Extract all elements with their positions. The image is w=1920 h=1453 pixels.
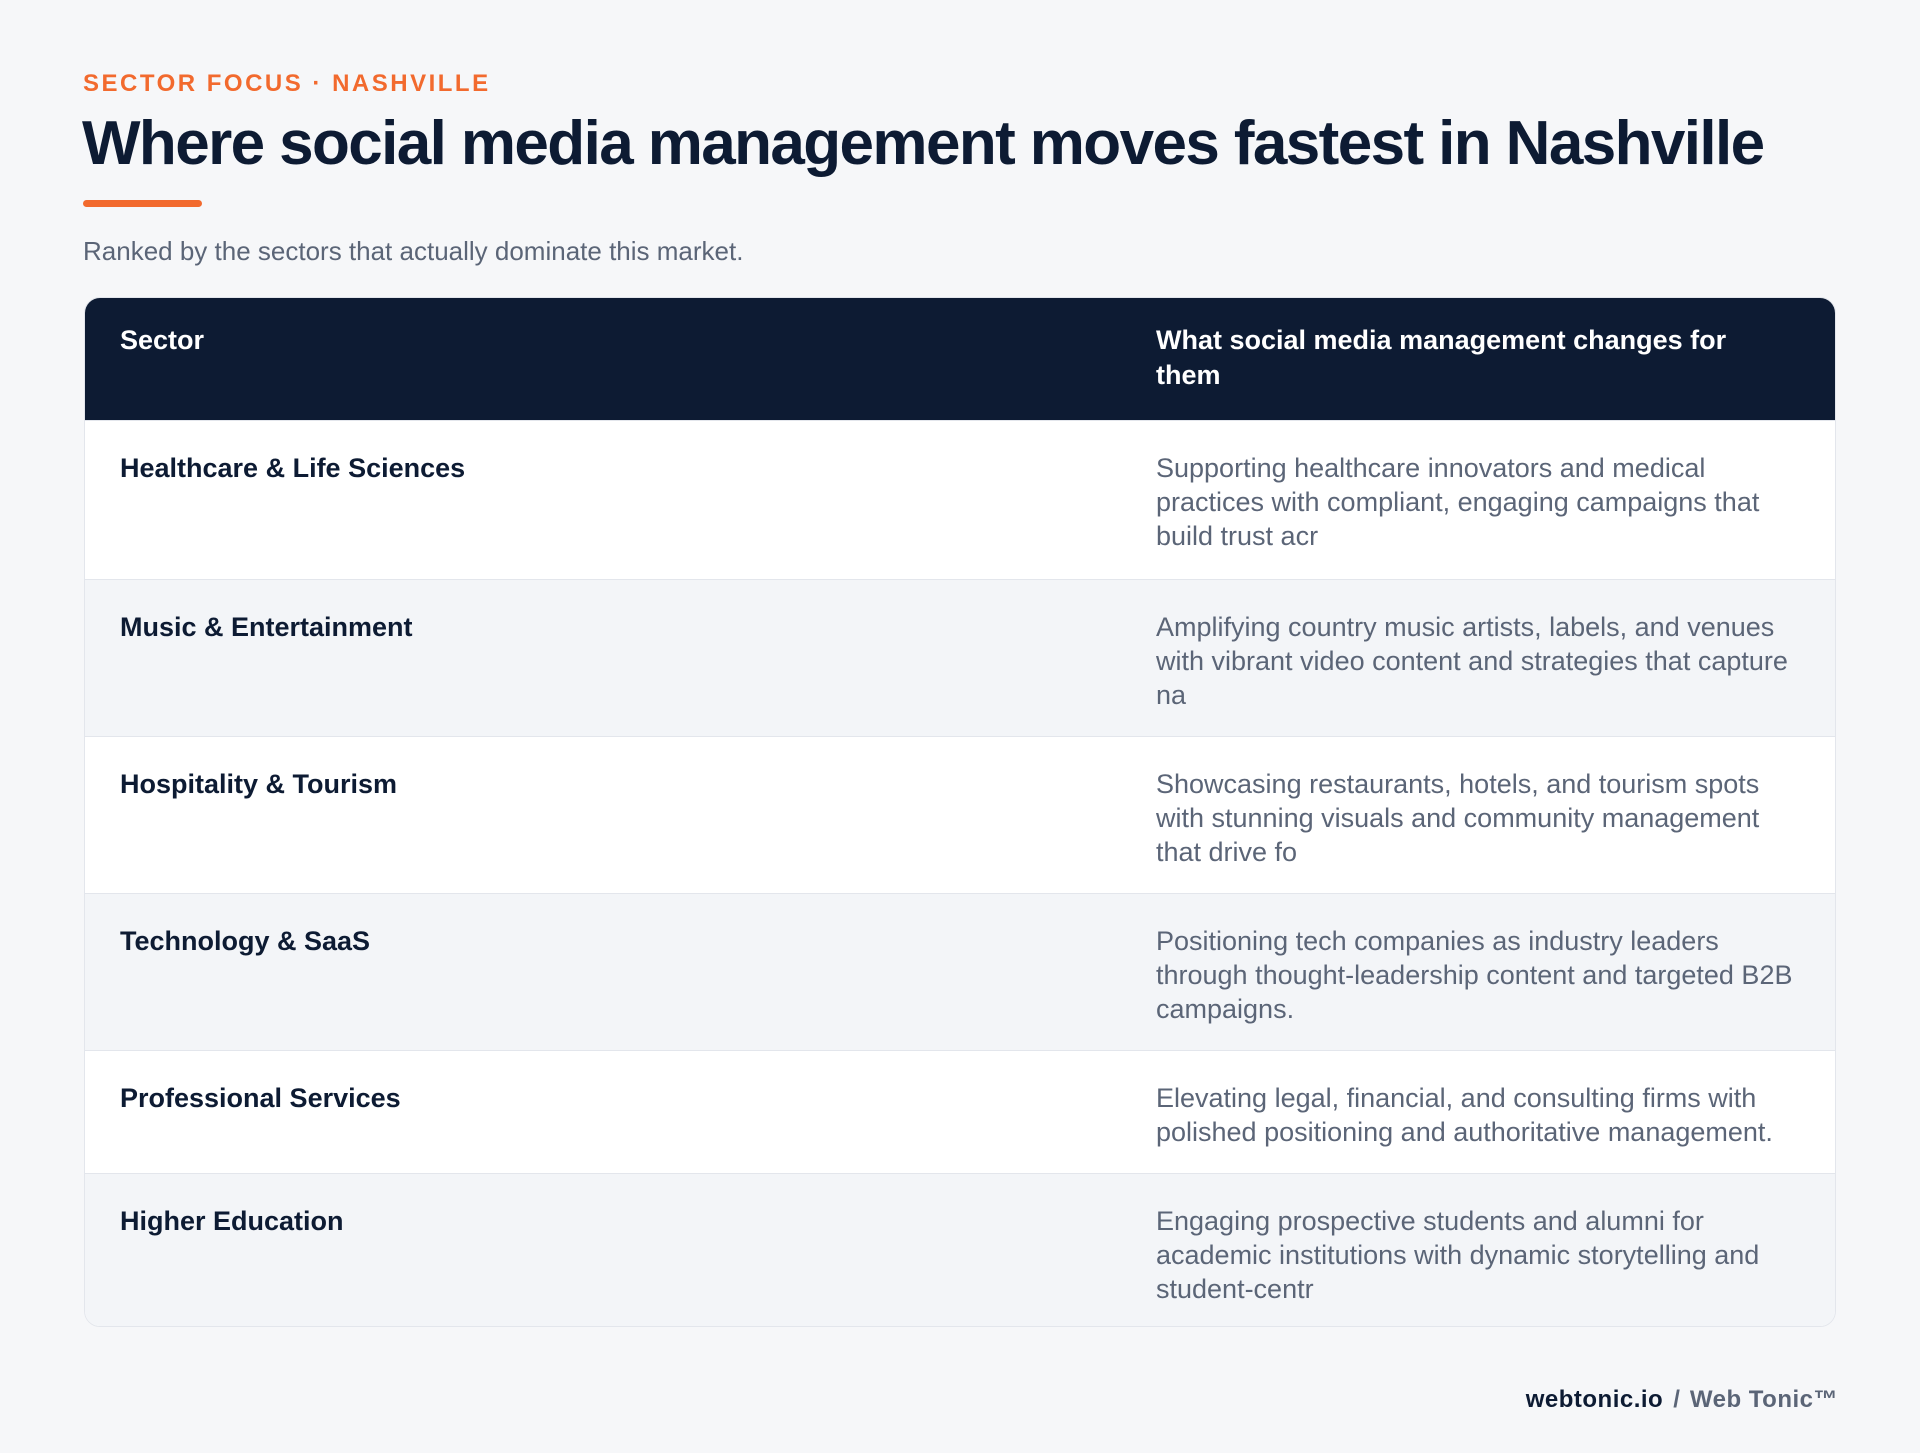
footer-credit: webtonic.io / Web Tonic™ <box>1526 1386 1838 1414</box>
table-row: Technology & SaaS Positioning tech compa… <box>85 893 1835 1050</box>
row-description: Showcasing restaurants, hotels, and tour… <box>1156 769 1760 867</box>
page-title: Where social media management moves fast… <box>82 109 1765 178</box>
table-header: Sector What social media management chan… <box>85 298 1835 420</box>
footer-brand: Web Tonic™ <box>1689 1386 1838 1413</box>
sector-table: Sector What social media management chan… <box>84 297 1836 1327</box>
row-sector: Healthcare & Life Sciences <box>120 453 466 483</box>
footer-domain: webtonic.io <box>1525 1386 1664 1413</box>
row-description: Positioning tech companies as industry l… <box>1156 926 1793 1024</box>
row-description: Amplifying country music artists, labels… <box>1156 612 1788 710</box>
row-sector: Hospitality & Tourism <box>120 769 398 799</box>
footer-separator: / <box>1673 1386 1680 1413</box>
row-sector: Higher Education <box>120 1206 344 1236</box>
row-description: Elevating legal, financial, and consulti… <box>1156 1083 1773 1147</box>
table-row: Professional Services Elevating legal, f… <box>85 1050 1835 1173</box>
row-description: Engaging prospective students and alumni… <box>1156 1206 1760 1304</box>
row-sector: Technology & SaaS <box>120 926 371 956</box>
row-sector: Music & Entertainment <box>120 612 413 642</box>
title-accent-bar <box>83 200 202 207</box>
column-header-changes: What social media management changes for… <box>1156 325 1727 390</box>
page-subtitle: Ranked by the sectors that actually domi… <box>83 236 744 266</box>
row-sector: Professional Services <box>120 1083 401 1113</box>
row-description: Supporting healthcare innovators and med… <box>1156 453 1760 551</box>
table-row: Music & Entertainment Amplifying country… <box>85 579 1835 736</box>
eyebrow-label: SECTOR FOCUS · NASHVILLE <box>83 70 491 97</box>
table-row: Healthcare & Life Sciences Supporting he… <box>85 420 1835 579</box>
column-header-sector: Sector <box>120 325 205 355</box>
table-row: Higher Education Engaging prospective st… <box>85 1173 1835 1326</box>
table-row: Hospitality & Tourism Showcasing restaur… <box>85 736 1835 893</box>
